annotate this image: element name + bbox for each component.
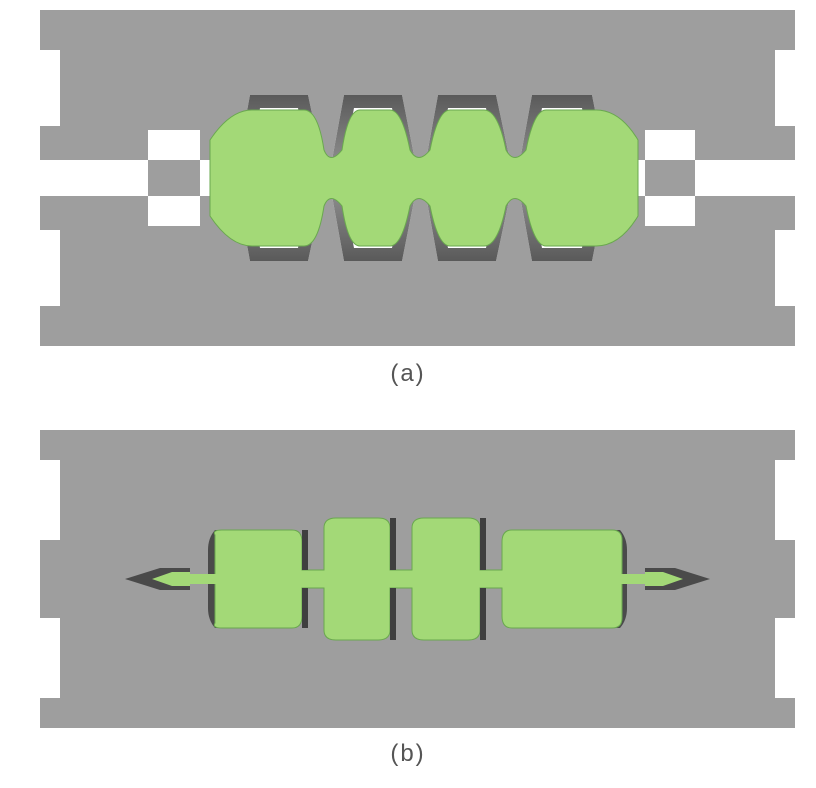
panel-a-svg	[40, 10, 795, 346]
panel-b	[40, 430, 795, 728]
caption-b: (b)	[0, 740, 816, 768]
panel-b-svg	[40, 430, 795, 728]
workpiece-b	[214, 518, 622, 640]
lower-die	[40, 196, 795, 346]
panel-a	[40, 10, 795, 346]
upper-die	[40, 10, 795, 160]
caption-a: (a)	[0, 360, 816, 388]
